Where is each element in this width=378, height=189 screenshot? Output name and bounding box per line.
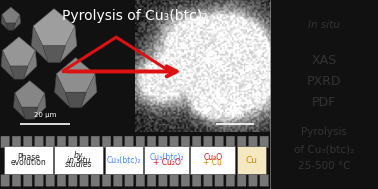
Polygon shape (31, 26, 48, 62)
FancyBboxPatch shape (226, 136, 235, 148)
Text: by: by (74, 151, 84, 160)
FancyBboxPatch shape (23, 136, 32, 148)
Text: PXRD: PXRD (307, 75, 341, 88)
Polygon shape (56, 58, 95, 92)
Text: Cu: Cu (245, 156, 257, 165)
Polygon shape (23, 51, 37, 79)
Text: studies: studies (65, 160, 93, 169)
FancyBboxPatch shape (204, 136, 212, 148)
FancyBboxPatch shape (125, 175, 133, 186)
Polygon shape (14, 93, 26, 119)
Polygon shape (1, 15, 8, 30)
FancyBboxPatch shape (113, 136, 122, 148)
Polygon shape (1, 51, 14, 79)
FancyBboxPatch shape (237, 146, 266, 174)
Text: evolution: evolution (11, 158, 46, 167)
FancyBboxPatch shape (91, 175, 100, 186)
FancyBboxPatch shape (158, 136, 167, 148)
Polygon shape (65, 92, 86, 108)
FancyBboxPatch shape (226, 175, 235, 186)
FancyBboxPatch shape (237, 175, 246, 186)
FancyBboxPatch shape (144, 146, 189, 174)
Polygon shape (22, 107, 38, 119)
Text: XAS: XAS (311, 54, 337, 67)
FancyBboxPatch shape (68, 175, 77, 186)
FancyBboxPatch shape (147, 136, 156, 148)
FancyBboxPatch shape (4, 146, 53, 174)
FancyBboxPatch shape (80, 136, 88, 148)
FancyBboxPatch shape (35, 175, 43, 186)
FancyBboxPatch shape (105, 146, 143, 174)
FancyBboxPatch shape (158, 175, 167, 186)
Polygon shape (15, 81, 45, 107)
Polygon shape (81, 74, 97, 108)
FancyBboxPatch shape (68, 136, 77, 148)
Polygon shape (33, 9, 75, 46)
Text: In situ: In situ (308, 20, 340, 29)
FancyBboxPatch shape (249, 175, 257, 186)
Polygon shape (13, 15, 20, 30)
Text: + Cu: + Cu (203, 158, 222, 167)
Text: Pyrolysis: Pyrolysis (301, 127, 347, 137)
FancyBboxPatch shape (12, 136, 21, 148)
FancyBboxPatch shape (204, 175, 212, 186)
FancyBboxPatch shape (181, 136, 190, 148)
FancyBboxPatch shape (46, 136, 54, 148)
FancyBboxPatch shape (237, 136, 246, 148)
FancyBboxPatch shape (80, 175, 88, 186)
FancyBboxPatch shape (54, 146, 103, 174)
Polygon shape (54, 74, 70, 108)
FancyBboxPatch shape (170, 175, 178, 186)
Text: 20 μm: 20 μm (34, 112, 56, 118)
Polygon shape (10, 66, 28, 79)
FancyBboxPatch shape (249, 136, 257, 148)
FancyBboxPatch shape (215, 175, 223, 186)
Text: 25-500 °C: 25-500 °C (298, 161, 350, 171)
FancyBboxPatch shape (170, 136, 178, 148)
Text: Cu₃(btc)₂: Cu₃(btc)₂ (149, 153, 184, 162)
Text: in situ: in situ (67, 156, 90, 165)
FancyBboxPatch shape (46, 175, 54, 186)
FancyBboxPatch shape (215, 136, 223, 148)
Text: + Cu₂O: + Cu₂O (153, 158, 181, 167)
Polygon shape (34, 93, 46, 119)
FancyBboxPatch shape (102, 175, 111, 186)
Text: Cu₃(btc)₂: Cu₃(btc)₂ (107, 156, 141, 165)
Polygon shape (6, 23, 15, 30)
FancyBboxPatch shape (191, 146, 235, 174)
Text: Cu₂O: Cu₂O (203, 153, 222, 162)
FancyBboxPatch shape (136, 136, 145, 148)
FancyBboxPatch shape (91, 136, 100, 148)
Polygon shape (43, 46, 65, 62)
FancyBboxPatch shape (113, 175, 122, 186)
FancyBboxPatch shape (57, 136, 66, 148)
FancyBboxPatch shape (147, 175, 156, 186)
FancyBboxPatch shape (192, 136, 201, 148)
Polygon shape (3, 37, 35, 66)
Polygon shape (2, 7, 20, 23)
FancyBboxPatch shape (260, 136, 268, 148)
Text: Phase: Phase (17, 153, 40, 162)
FancyBboxPatch shape (136, 175, 145, 186)
FancyBboxPatch shape (57, 175, 66, 186)
Text: of Cu₃(btc)₂: of Cu₃(btc)₂ (294, 144, 354, 154)
FancyBboxPatch shape (23, 175, 32, 186)
FancyBboxPatch shape (260, 175, 268, 186)
FancyBboxPatch shape (12, 175, 21, 186)
Text: PDF: PDF (312, 96, 336, 108)
FancyBboxPatch shape (35, 136, 43, 148)
FancyBboxPatch shape (181, 175, 190, 186)
FancyBboxPatch shape (1, 175, 9, 186)
Text: 5 μm: 5 μm (226, 112, 244, 118)
FancyBboxPatch shape (102, 136, 111, 148)
FancyBboxPatch shape (1, 136, 9, 148)
FancyBboxPatch shape (125, 136, 133, 148)
FancyBboxPatch shape (192, 175, 201, 186)
Text: Pyrolysis of Cu₃(btc)₂: Pyrolysis of Cu₃(btc)₂ (62, 9, 208, 23)
Polygon shape (60, 26, 77, 62)
